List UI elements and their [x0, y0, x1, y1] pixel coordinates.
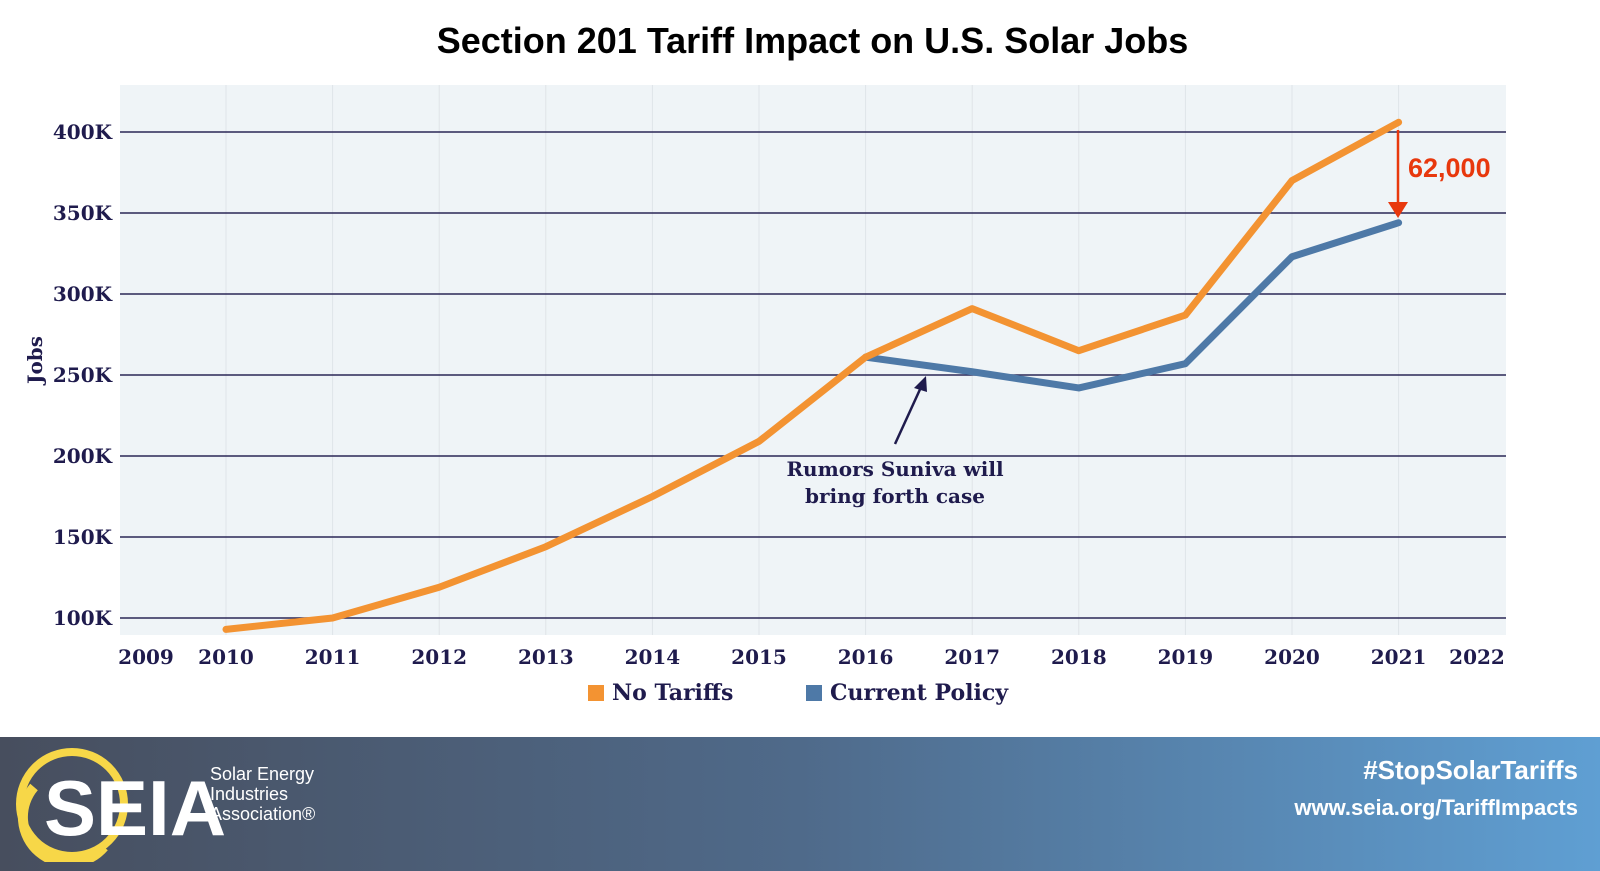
x-tick-label: 2014: [625, 645, 681, 669]
y-tick-label: 300K: [53, 282, 113, 306]
footer-banner: SEIA Solar Energy Industries Association…: [0, 737, 1600, 871]
x-tick-label: 2016: [838, 645, 894, 669]
x-tick-label: 2022: [1449, 645, 1505, 669]
x-tick-label: 2010: [198, 645, 254, 669]
x-tick-label: 2019: [1158, 645, 1214, 669]
x-tick-label: 2013: [518, 645, 574, 669]
legend-no-tariffs: No Tariffs: [588, 680, 733, 706]
x-tick-label: 2009: [118, 645, 174, 669]
y-axis-label: Jobs: [23, 336, 47, 386]
y-tick-label: 200K: [53, 444, 113, 468]
plot-area: [120, 85, 1506, 635]
x-tick-label: 2018: [1051, 645, 1107, 669]
legend-swatch: [806, 685, 822, 701]
annotation-arrowhead: [914, 376, 927, 392]
y-tick-label: 250K: [53, 363, 113, 387]
x-tick-label: 2012: [411, 645, 467, 669]
chart-title: Section 201 Tariff Impact on U.S. Solar …: [436, 20, 1189, 61]
legend-label: Current Policy: [830, 680, 1009, 706]
x-tick-label: 2017: [944, 645, 1000, 669]
y-tick-label: 400K: [53, 120, 113, 144]
x-tick-label: 2015: [731, 645, 787, 669]
y-tick-label: 350K: [53, 201, 113, 225]
gap-arrowhead: [1388, 202, 1408, 218]
series-line-current-policy: [862, 219, 1403, 392]
legend-swatch: [588, 685, 604, 701]
line-chart: 100K 150K 200K 250K 300K 350K 400K 2009 2010 2011…: [23, 85, 1506, 669]
x-tick-label: 2021: [1371, 645, 1427, 669]
website-link[interactable]: www.seia.org/TariffImpacts: [1294, 795, 1578, 820]
seia-logo: SEIA: [16, 748, 226, 862]
legend-current-policy: Current Policy: [806, 680, 1008, 706]
series-line-no-tariffs: [222, 118, 1403, 633]
hashtag: #StopSolarTariffs: [1363, 755, 1578, 785]
y-tick-label: 150K: [53, 525, 113, 549]
annotation-suniva: Rumors Suniva will bring forth case: [786, 457, 1004, 508]
x-tick-label: 2011: [305, 645, 361, 669]
annotation-arrow: [893, 384, 924, 445]
org-name: Solar Energy Industries Association®: [210, 764, 316, 824]
y-tick-label: 100K: [53, 606, 113, 630]
x-tick-label: 2020: [1264, 645, 1320, 669]
gap-label: 62,000: [1408, 153, 1491, 183]
legend-label: No Tariffs: [612, 680, 734, 706]
svg-text:SEIA: SEIA: [44, 764, 226, 852]
